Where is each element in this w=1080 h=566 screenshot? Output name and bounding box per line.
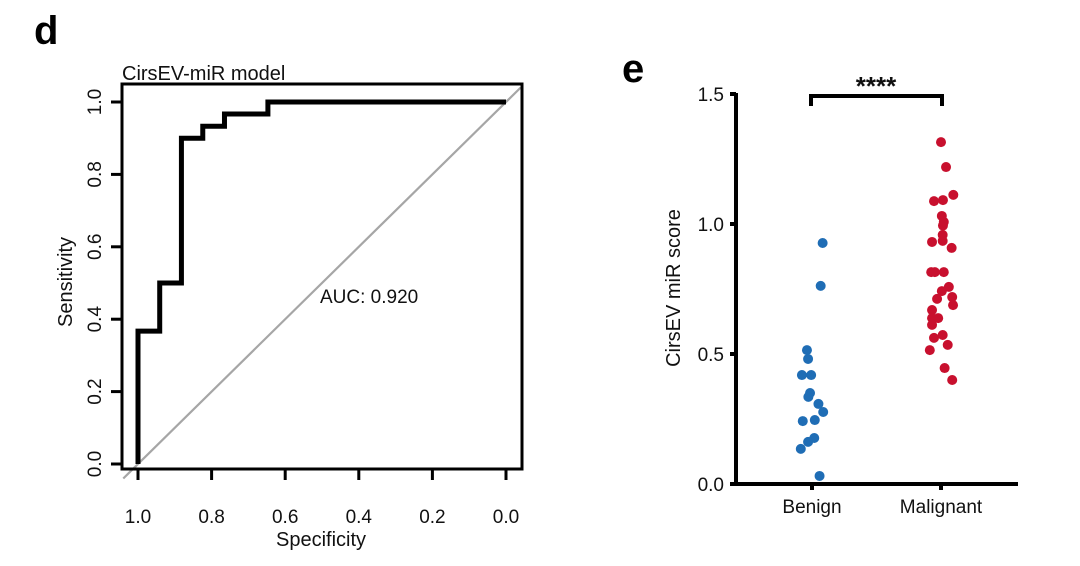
panel-d-letter: d <box>34 9 58 53</box>
benign-data-point <box>803 391 814 402</box>
x-tick-label: 1.0 <box>125 507 151 528</box>
roc-plot-frame <box>120 82 524 471</box>
malignant-data-point <box>929 196 939 207</box>
dot-plot-axes: 0.0 0.5 1.0 1.5 Benign Malignant <box>698 85 1018 518</box>
x-tick-label: 0.0 <box>493 507 519 528</box>
benign-data-point <box>795 443 806 454</box>
malignant-data-point <box>947 375 958 385</box>
dot-y-axis-label: CirsEV miR score <box>663 209 685 367</box>
malignant-data-point <box>946 242 957 253</box>
y-tick-label: 0.6 <box>85 234 106 260</box>
malignant-data-point <box>939 363 950 374</box>
y-tick-label: 0.8 <box>85 161 106 187</box>
benign-data-point <box>796 370 807 381</box>
malignant-data-point <box>937 235 948 246</box>
malignant-data-point <box>936 137 946 148</box>
benign-data-point <box>814 470 825 481</box>
malignant-data-point <box>927 319 938 330</box>
roc-y-axis-label: Sensitivity <box>55 237 77 327</box>
bracket-line <box>809 94 944 106</box>
reference-diagonal-line <box>122 86 522 480</box>
y-tick-label: 1.5 <box>698 85 724 106</box>
roc-diagonal-layer <box>122 86 522 480</box>
dot-plot-points <box>795 137 959 481</box>
x-tick-label: 0.2 <box>419 507 445 528</box>
roc-x-axis: 1.0 0.8 0.6 0.4 0.2 0.0 <box>125 469 519 528</box>
malignant-data-point <box>929 332 939 343</box>
benign-data-point <box>806 370 817 381</box>
x-tick-label: 0.4 <box>346 507 373 528</box>
x-category-label: Benign <box>782 497 841 518</box>
y-tick-label: 0.4 <box>85 306 106 333</box>
y-tick-label: 0.0 <box>85 451 106 477</box>
benign-data-point <box>815 280 826 291</box>
roc-curve-line <box>135 99 506 464</box>
y-tick-label: 0.5 <box>698 345 724 366</box>
x-category-label: Malignant <box>900 497 983 518</box>
x-tick-label: 0.6 <box>272 507 298 528</box>
malignant-data-point <box>927 305 938 316</box>
y-tick-label: 1.0 <box>698 215 724 236</box>
malignant-data-point <box>927 236 938 247</box>
benign-data-point <box>813 398 824 409</box>
malignant-data-point <box>937 195 948 206</box>
y-tick-label: 0.2 <box>85 378 106 404</box>
malignant-data-point <box>941 162 952 173</box>
malignant-data-point <box>942 339 953 350</box>
x-tick-label: 0.8 <box>198 507 224 528</box>
malignant-data-point <box>948 189 959 200</box>
malignant-data-point <box>929 267 940 278</box>
benign-data-point <box>818 406 829 417</box>
malignant-data-point <box>937 220 948 231</box>
roc-curve-layer <box>135 99 506 464</box>
malignant-data-point <box>948 300 959 311</box>
benign-data-point <box>803 436 814 447</box>
significance-stars: **** <box>856 71 897 101</box>
benign-data-point <box>809 415 820 426</box>
malignant-data-point <box>937 330 948 341</box>
benign-data-point <box>817 237 828 248</box>
roc-chart-title: CirsEV-miR model <box>122 63 285 85</box>
malignant-data-point <box>924 345 935 356</box>
roc-x-axis-label: Specificity <box>276 529 366 551</box>
benign-data-point <box>801 345 812 356</box>
y-tick-label: 0.0 <box>698 475 724 496</box>
malignant-data-point <box>938 267 949 278</box>
panel-e-letter: e <box>622 47 644 91</box>
malignant-data-point <box>933 313 944 324</box>
benign-data-point <box>803 353 814 364</box>
malignant-data-point <box>947 292 958 303</box>
roc-y-axis: 0.0 0.2 0.4 0.6 0.8 1.0 <box>85 89 122 477</box>
malignant-data-point <box>932 293 943 304</box>
malignant-data-point <box>936 286 947 297</box>
significance-bracket: **** <box>809 71 944 106</box>
benign-data-point <box>797 416 808 427</box>
y-tick-label: 1.0 <box>85 89 106 115</box>
auc-annotation: AUC: 0.920 <box>320 287 418 308</box>
